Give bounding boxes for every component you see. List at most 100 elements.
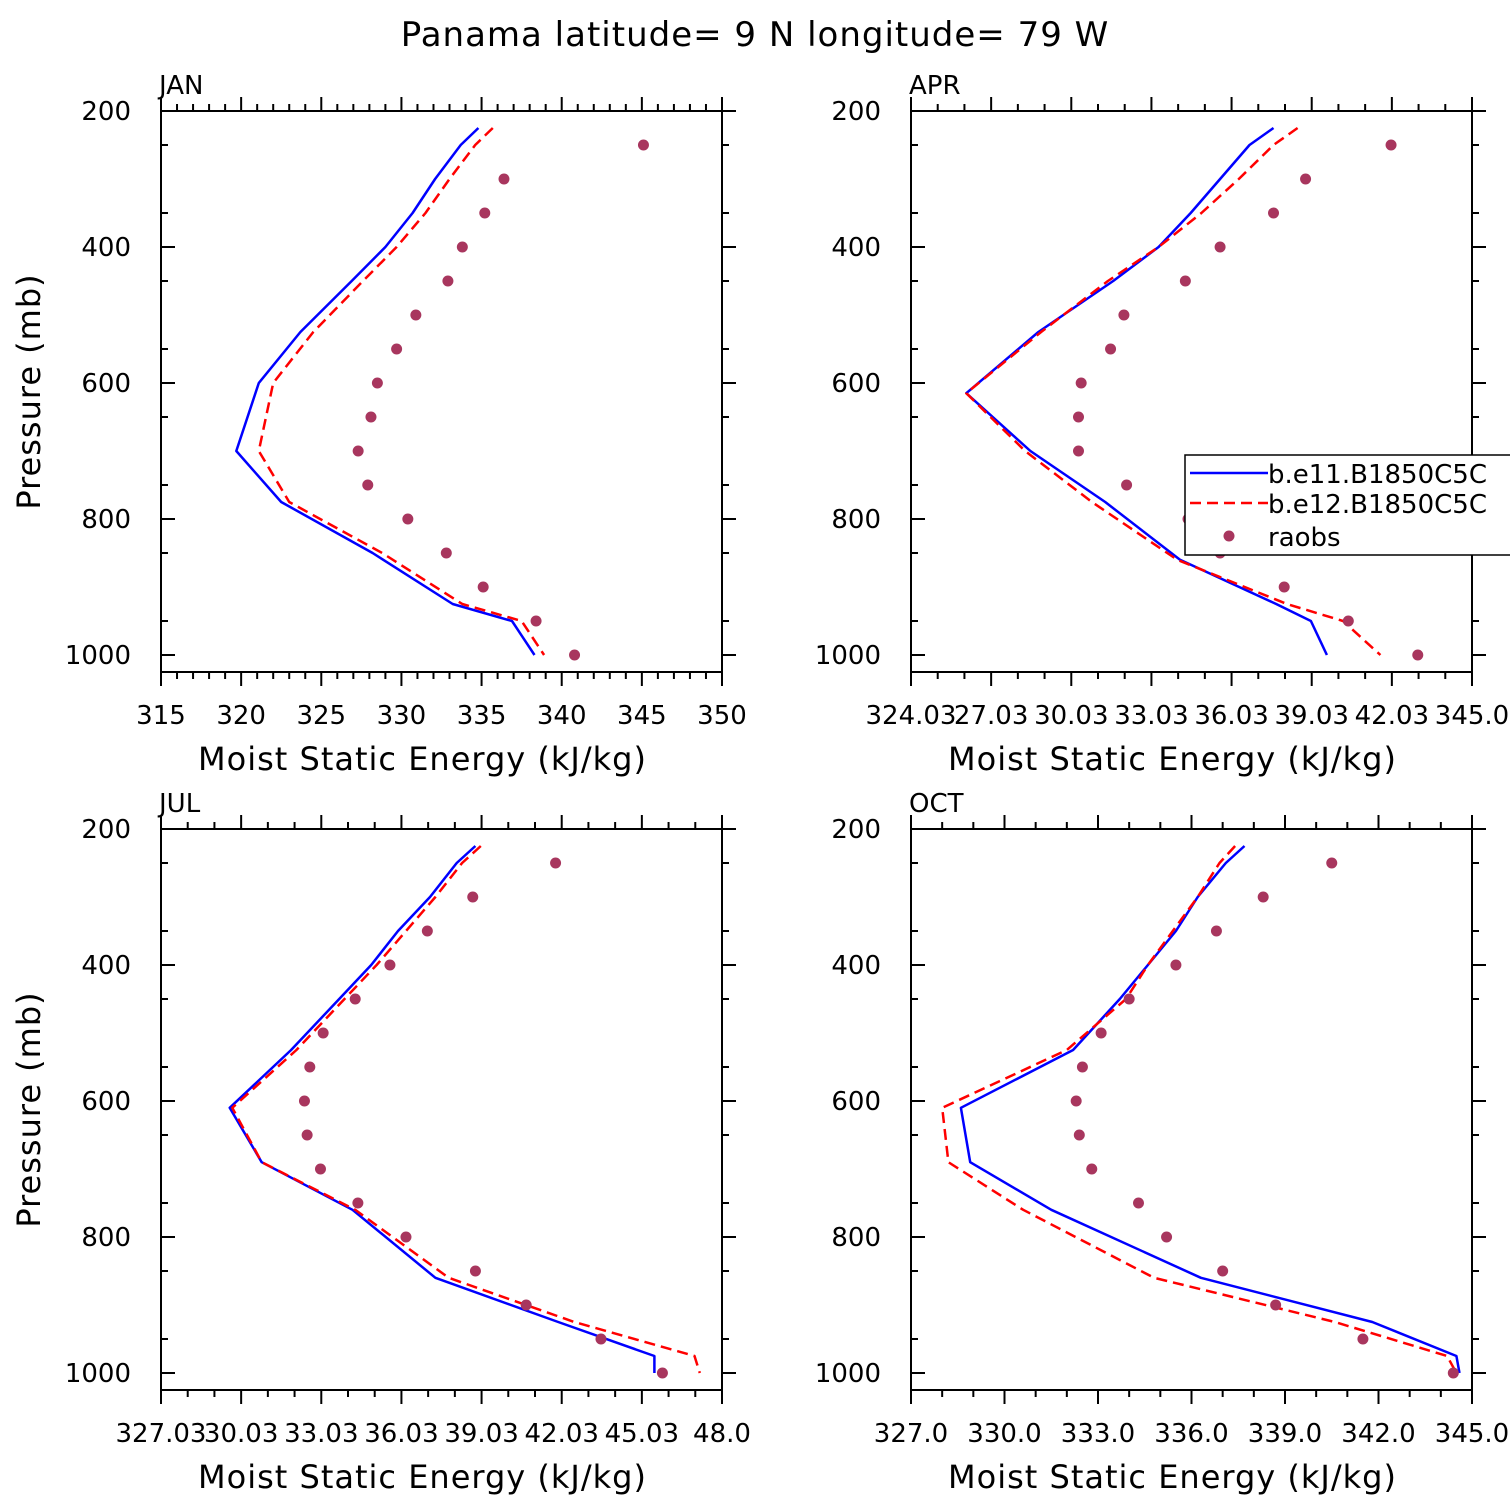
raobs-point	[349, 993, 361, 1005]
y-tick-label: 200	[81, 815, 131, 845]
model-e11-line	[965, 126, 1329, 656]
raobs-point	[1257, 891, 1269, 903]
x-tick-label: 39.03	[444, 1419, 518, 1449]
raobs-point	[1086, 1163, 1098, 1175]
y-axis-label: Pressure (mb)	[10, 991, 48, 1227]
raobs-point	[1357, 1333, 1369, 1345]
model-e12-line	[965, 126, 1382, 656]
raobs-point	[317, 1027, 329, 1039]
raobs-point	[371, 377, 383, 389]
x-tick-label: 42.03	[1355, 701, 1429, 731]
legend-box	[1184, 454, 1510, 556]
y-tick-label: 1000	[65, 1359, 131, 1389]
model-e11-line	[228, 845, 656, 1373]
x-tick-label: 327.0	[874, 1419, 948, 1449]
x-tick-label: 30.03	[204, 1419, 278, 1449]
raobs-point	[1075, 377, 1087, 389]
x-tick-label: 327.03	[116, 1419, 207, 1449]
raobs-point	[1076, 1061, 1088, 1073]
raobs-point	[384, 959, 396, 971]
y-tick-label: 600	[831, 369, 881, 399]
legend-label: b.e11.B1850C5C	[1268, 460, 1487, 490]
raobs-point	[1133, 1197, 1145, 1209]
raobs-point	[467, 891, 479, 903]
panel-title: JAN	[157, 71, 203, 101]
raobs-point	[352, 445, 364, 457]
raobs-point	[1326, 857, 1338, 869]
y-tick-label: 400	[81, 233, 131, 263]
x-tick-label: 39.03	[1274, 701, 1348, 731]
raobs-point	[1105, 343, 1117, 355]
raobs-point	[1447, 1367, 1459, 1379]
raobs-point	[1278, 581, 1290, 593]
y-tick-label: 1000	[815, 1359, 881, 1389]
plot-frame	[910, 110, 1473, 673]
panel-oct: 327.0 330.0 333.0 336.0 339.0 342.0 345.0 200 40…	[815, 789, 1509, 1496]
raobs-point	[1070, 1095, 1082, 1107]
y-tick-label: 400	[831, 233, 881, 263]
x-tick-label: 320	[216, 701, 266, 731]
raobs-point	[365, 411, 377, 423]
legend-raobs-marker	[1223, 530, 1235, 542]
x-tick-label: 333.0	[1061, 1419, 1135, 1449]
plot-frame	[160, 110, 723, 673]
raobs-point	[301, 1129, 313, 1141]
x-tick-label: 33.03	[1114, 701, 1188, 731]
x-tick-label: 33.03	[284, 1419, 358, 1449]
raobs-point	[421, 925, 433, 937]
model-e11-line	[235, 127, 536, 656]
raobs-point	[1270, 1299, 1282, 1311]
raobs-point	[1385, 139, 1397, 151]
x-tick-label: 36.03	[1194, 701, 1268, 731]
x-tick-label: 339.0	[1248, 1419, 1322, 1449]
raobs-point	[1123, 993, 1135, 1005]
raobs-point	[595, 1333, 607, 1345]
y-tick-label: 800	[81, 505, 131, 535]
y-tick-label: 1000	[65, 641, 131, 671]
x-tick-label: 325	[296, 701, 346, 731]
y-tick-label: 800	[81, 1223, 131, 1253]
panels: 315 320 325 330 335 340 345 350 200 400 600 800 1000…	[10, 71, 1509, 1496]
raobs-point	[1214, 241, 1226, 253]
y-tick-label: 200	[831, 97, 881, 127]
raobs-point	[530, 615, 542, 627]
y-tick-label: 1000	[815, 641, 881, 671]
x-tick-label: 345.0	[1435, 1419, 1509, 1449]
legend-label: b.e12.B1850C5C	[1268, 490, 1487, 520]
panel-jan: 315 320 325 330 335 340 345 350 200 400 600 800 1000…	[10, 71, 747, 778]
raobs-point	[352, 1197, 364, 1209]
raobs-point	[442, 275, 454, 287]
x-tick-label: 340	[537, 701, 587, 731]
x-tick-label: 315	[136, 701, 186, 731]
x-axis-label: Moist Static Energy (kJ/kg)	[198, 740, 647, 778]
x-tick-label: 324.03	[866, 701, 957, 731]
y-tick-label: 600	[831, 1087, 881, 1117]
raobs-point	[1210, 925, 1222, 937]
raobs-point	[1217, 1265, 1229, 1277]
raobs-point	[469, 1265, 481, 1277]
model-e12-line	[231, 845, 701, 1374]
x-tick-label: 330.0	[967, 1419, 1041, 1449]
model-e11-line	[959, 845, 1461, 1374]
raobs-point	[569, 649, 581, 661]
x-axis-label: Moist Static Energy (kJ/kg)	[948, 740, 1397, 778]
raobs-point	[1118, 309, 1130, 321]
raobs-point	[1072, 445, 1084, 457]
y-tick-label: 400	[831, 951, 881, 981]
raobs-point	[1121, 479, 1133, 491]
plot-frame	[910, 828, 1473, 1391]
plot-frame	[160, 828, 723, 1391]
raobs-point	[304, 1061, 316, 1073]
raobs-point	[637, 139, 649, 151]
raobs-point	[1300, 173, 1312, 185]
raobs-point	[362, 479, 374, 491]
raobs-point	[1095, 1027, 1107, 1039]
raobs-point	[1161, 1231, 1173, 1243]
raobs-point	[456, 241, 468, 253]
y-tick-label: 400	[81, 951, 131, 981]
y-tick-label: 200	[831, 815, 881, 845]
raobs-point	[656, 1367, 668, 1379]
x-tick-label: 345	[617, 701, 667, 731]
